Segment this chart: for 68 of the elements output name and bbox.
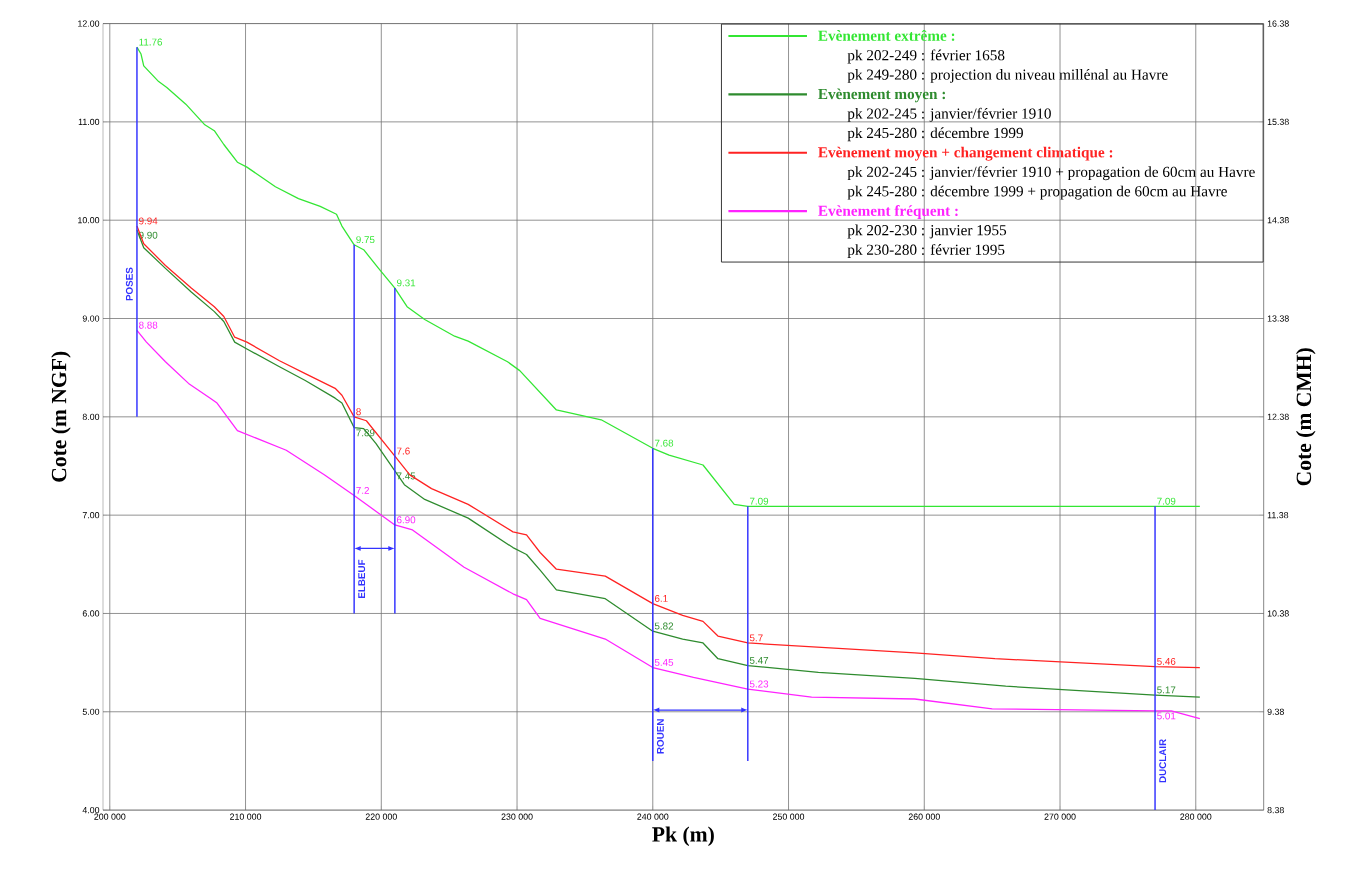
y2-tick-label: 11.38 — [1267, 512, 1289, 519]
y2-tick-label: 16.38 — [1267, 20, 1289, 27]
y2-tick-label: 10.38 — [1267, 610, 1289, 617]
annotation: pk 202-230 : janvier 1955 — [847, 224, 1007, 239]
data-label: 7.2 — [356, 486, 369, 494]
data-label: 5.45 — [654, 659, 674, 666]
y2-tick-label: 12.38 — [1267, 413, 1289, 420]
x-tick-label: 260 000 — [908, 813, 940, 820]
y2-tick-label: 13.38 — [1267, 315, 1289, 322]
x-tick-label: 250 000 — [773, 813, 805, 820]
x-tick-label: 220 000 — [365, 813, 397, 820]
x-tick-label: 270 000 — [1044, 813, 1076, 820]
text: Evènement fréquent : — [818, 205, 958, 220]
x-tick-label: 210 000 — [230, 813, 262, 820]
annotation: pk 202-249 : février 1658 — [847, 49, 1005, 64]
annotation: ELBEUF — [358, 559, 366, 599]
data-label: 6.1 — [654, 595, 668, 602]
line-series — [136, 329, 1201, 720]
annotation: pk 230-280 : février 1995 — [847, 244, 1005, 258]
data-label: 5.47 — [749, 657, 769, 664]
data-label: 6.90 — [397, 516, 416, 524]
text: Evènement moyen + changement climatique : — [818, 146, 1113, 161]
annotation: pk 249-280 : projection du niveau millénal au Havre — [847, 69, 1168, 83]
data-label: 7.6 — [397, 447, 410, 455]
data-label: 11.76 — [139, 38, 163, 46]
annotation: pk 202-245 : janvier/février 1910 + propagation de 60cm au Havre — [847, 166, 1255, 181]
data-label: 7.09 — [1157, 497, 1176, 505]
y-tick-label: 5.00 — [82, 708, 100, 715]
annotation: pk 245-280 : décembre 1999 — [847, 127, 1023, 142]
data-label: 5.7 — [749, 634, 763, 642]
y2-tick-label: 15.38 — [1267, 118, 1289, 126]
data-label: 9.31 — [397, 279, 416, 287]
y2-tick-label: 14.38 — [1267, 217, 1289, 224]
y-tick-label: 11.00 — [78, 118, 100, 126]
annotation: DUCLAIR — [1159, 739, 1167, 783]
x-tick-label: 280 000 — [1180, 813, 1212, 820]
y-tick-label: 12.00 — [78, 20, 100, 27]
x-tick-label: 200 000 — [94, 813, 126, 820]
y-axis-title: Cote (m NGF) — [51, 351, 71, 482]
y2-tick-label: 8.38 — [1267, 807, 1284, 814]
data-label: 5.82 — [654, 622, 674, 630]
y2-tick-label: 9.38 — [1267, 708, 1284, 715]
data-label: 5.23 — [749, 680, 769, 688]
data-label: 9.94 — [139, 217, 158, 225]
x-axis-title: Pk (m) — [652, 826, 714, 847]
data-label: 5.17 — [1157, 686, 1176, 694]
data-label: 5.01 — [1157, 712, 1176, 720]
annotation: pk 202-245 : janvier/février 1910 — [847, 107, 1051, 122]
text: Evènement moyen : — [818, 88, 946, 103]
data-label: 5.46 — [1157, 657, 1176, 665]
y-tick-label: 7.00 — [82, 512, 100, 519]
y-tick-label: 10.00 — [78, 217, 100, 224]
data-label: 7.09 — [749, 497, 769, 505]
data-label: 8.88 — [139, 321, 158, 329]
x-tick-label: 240 000 — [637, 813, 669, 820]
text: Evènement extrême : — [818, 29, 955, 41]
y-tick-label: 4.00 — [82, 807, 100, 814]
y-tick-label: 8.00 — [82, 413, 100, 420]
annotation: pk 245-280 : décembre 1999 + propagation de 60cm au Havre — [847, 185, 1227, 200]
annotation: ROUEN — [656, 719, 664, 754]
data-label: 7.68 — [654, 439, 674, 447]
y2-axis-title: Cote (m CMH) — [1295, 348, 1316, 486]
y-tick-label: 9.00 — [82, 315, 100, 322]
annotation: POSES — [125, 267, 133, 301]
x-tick-label: 230 000 — [501, 813, 533, 820]
y-tick-label: 6.00 — [82, 610, 100, 617]
data-label: 9.75 — [356, 236, 375, 244]
data-label: 8 — [356, 408, 361, 416]
